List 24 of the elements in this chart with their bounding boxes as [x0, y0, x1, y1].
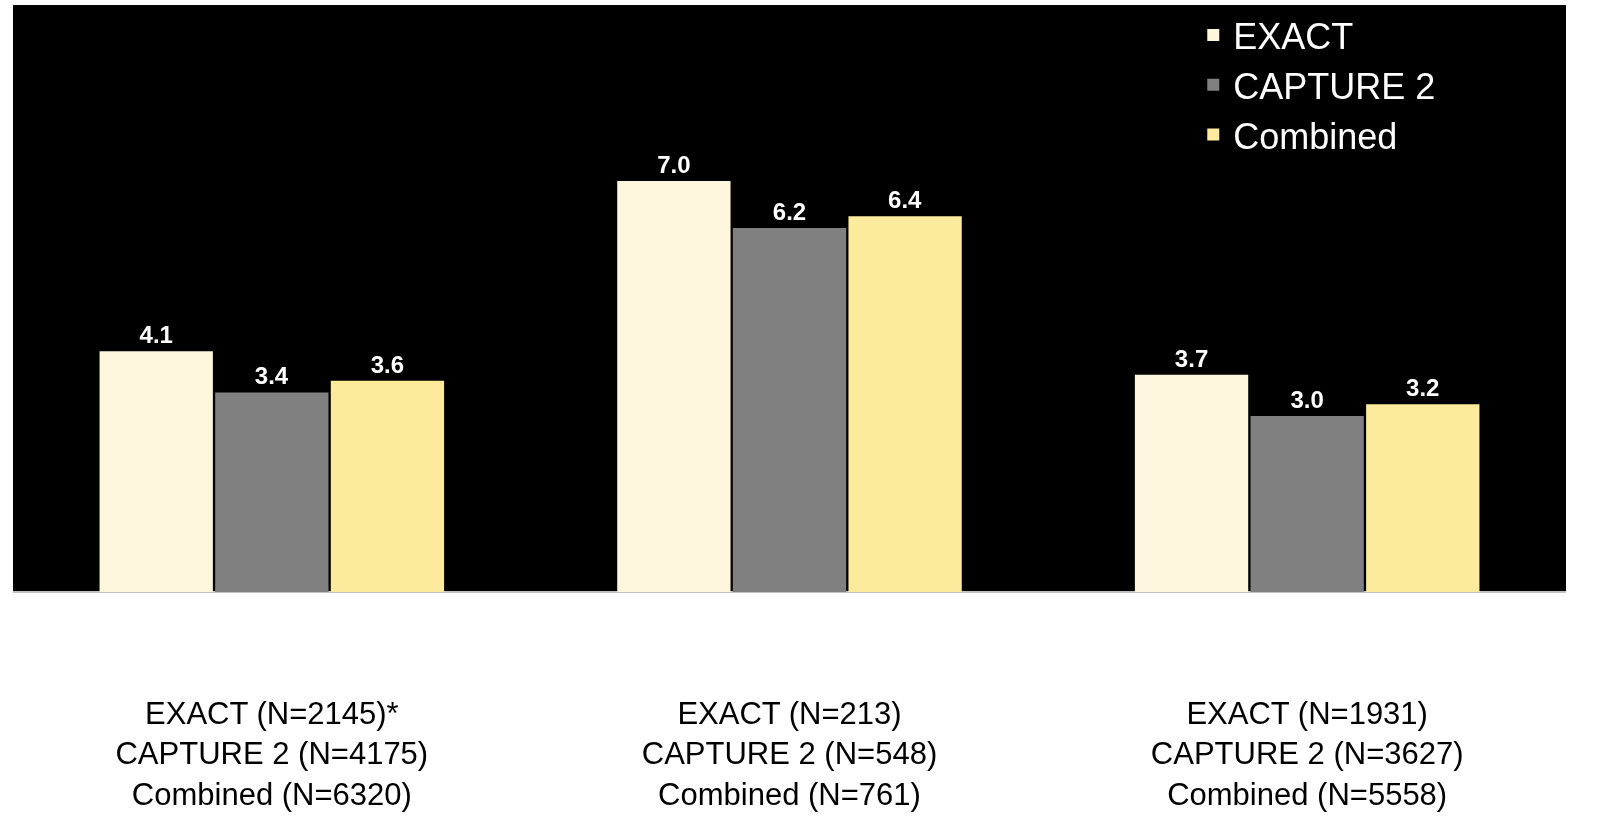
bar [1250, 415, 1364, 592]
bar [1366, 404, 1480, 592]
data-label: 3.2 [1406, 374, 1440, 402]
legend-label: CAPTURE 2 [1233, 65, 1436, 107]
bar [330, 380, 445, 592]
data-label: 3.6 [370, 350, 405, 378]
bar [215, 392, 329, 592]
data-label: 3.7 [1174, 344, 1209, 372]
data-label: 3.0 [1290, 385, 1324, 413]
data-label: 6.2 [772, 198, 807, 226]
x-tick-label: EXACT (N=213) CAPTURE 2 (N=548) Combined (N=761) [641, 696, 938, 812]
x-tick-label: EXACT (N=2145)* CAPTURE 2 (N=4175) Combined (N=6320) [115, 696, 429, 812]
bar [732, 228, 847, 592]
bar [99, 351, 213, 592]
data-label: 6.4 [888, 186, 923, 214]
data-label: 3.4 [254, 362, 289, 390]
data-label: 4.1 [139, 321, 173, 349]
legend-label: Combined [1233, 115, 1398, 157]
x-tick-label: EXACT (N=1931) CAPTURE 2 (N=3627) Combined (N=5558) [1150, 696, 1464, 812]
data-label: 7.0 [657, 151, 691, 179]
legend-label: EXACT [1233, 15, 1354, 57]
bar [617, 181, 731, 592]
bar [1134, 374, 1249, 592]
bar [848, 216, 962, 592]
